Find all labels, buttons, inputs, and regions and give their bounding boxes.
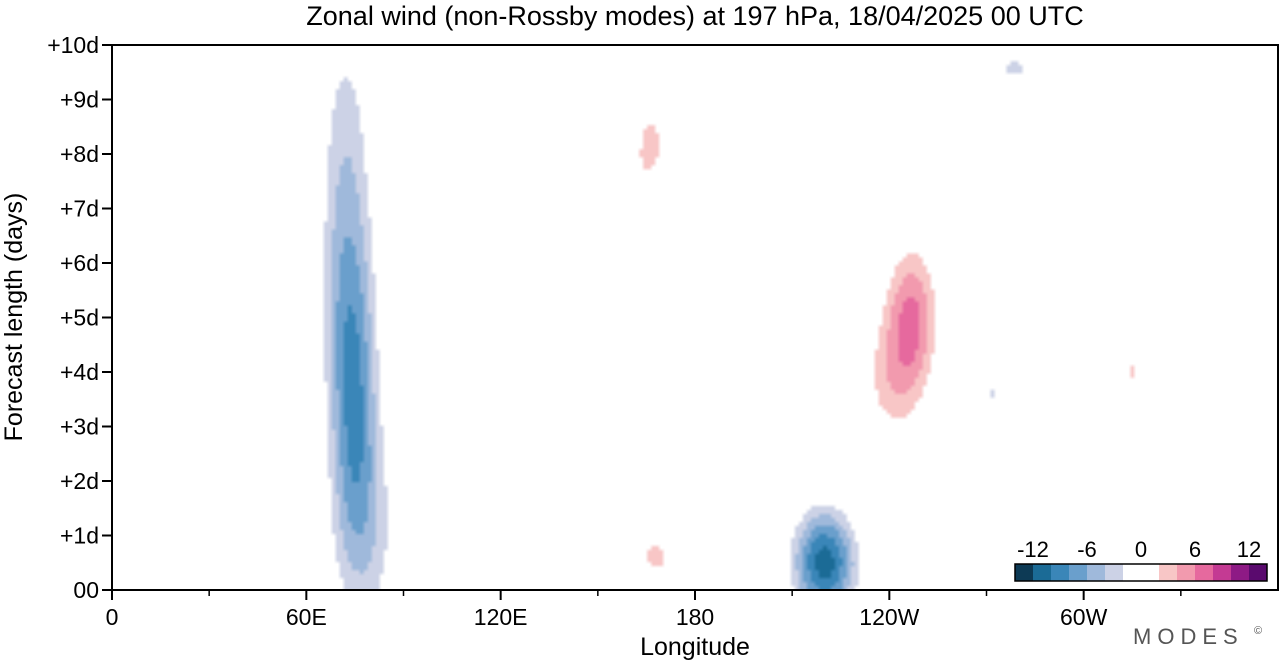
colorbar-swatch bbox=[1231, 564, 1249, 581]
y-tick-label: +7d bbox=[60, 196, 99, 222]
brand-logo: MODES © bbox=[1133, 624, 1262, 649]
x-axis-title: Longitude bbox=[640, 633, 750, 661]
colorbar-swatch bbox=[1195, 564, 1213, 581]
colorbar-swatch bbox=[1123, 564, 1141, 581]
colorbar-label: -6 bbox=[1077, 537, 1097, 562]
colorbar-label: 0 bbox=[1135, 537, 1147, 562]
colorbar-label: -12 bbox=[1017, 537, 1049, 562]
y-tick-label: +1d bbox=[60, 523, 99, 549]
colorbar-legend: -12 -6 0 6 12 bbox=[1014, 537, 1268, 582]
colorbar-swatch bbox=[1069, 564, 1087, 581]
colorbar-swatch bbox=[1141, 564, 1159, 581]
heatmap-field bbox=[112, 45, 1278, 590]
x-tick-label: 120W bbox=[859, 604, 919, 630]
y-tick-label: 00 bbox=[73, 577, 99, 603]
colorbar-swatch bbox=[1177, 564, 1195, 581]
colorbar-swatch bbox=[1051, 564, 1069, 581]
chart-title: Zonal wind (non-Rossby modes) at 197 hPa… bbox=[306, 1, 1083, 31]
y-tick-label: +10d bbox=[47, 32, 99, 58]
y-axis-title: Forecast length (days) bbox=[0, 193, 28, 442]
colorbar-swatch bbox=[1249, 564, 1267, 581]
colorbar-label: 6 bbox=[1189, 537, 1201, 562]
colorbar-swatch bbox=[1015, 564, 1033, 581]
y-tick-label: +2d bbox=[60, 468, 99, 494]
brand-mark: © bbox=[1254, 625, 1262, 637]
colorbar-frame bbox=[1014, 563, 1268, 582]
plot-area: 0 60E 120E 180 120W 60W 00 +1d +2d +3d +4d +5d +6d +… bbox=[47, 32, 1279, 630]
x-tick-label: 60W bbox=[1060, 604, 1108, 630]
x-tick-label: 120E bbox=[474, 604, 528, 630]
colorbar-swatch bbox=[1159, 564, 1177, 581]
colorbar-label: 12 bbox=[1237, 537, 1261, 562]
x-axis: 0 60E 120E 180 120W 60W bbox=[106, 590, 1182, 630]
brand-text: MODES bbox=[1133, 624, 1244, 649]
colorbar-swatch bbox=[1033, 564, 1051, 581]
y-tick-label: +5d bbox=[60, 305, 99, 331]
x-tick-label: 0 bbox=[106, 604, 119, 630]
y-tick-label: +8d bbox=[60, 141, 99, 167]
y-axis: 00 +1d +2d +3d +4d +5d +6d +7d +8d +9d +10d bbox=[47, 32, 112, 603]
colorbar-swatch bbox=[1213, 564, 1231, 581]
y-tick-label: +9d bbox=[60, 87, 99, 113]
colorbar-swatch bbox=[1105, 564, 1123, 581]
y-tick-label: +6d bbox=[60, 250, 99, 276]
colorbar-swatch bbox=[1087, 564, 1105, 581]
x-tick-label: 60E bbox=[286, 604, 327, 630]
y-tick-label: +3d bbox=[60, 414, 99, 440]
x-tick-label: 180 bbox=[676, 604, 714, 630]
y-tick-label: +4d bbox=[60, 359, 99, 385]
